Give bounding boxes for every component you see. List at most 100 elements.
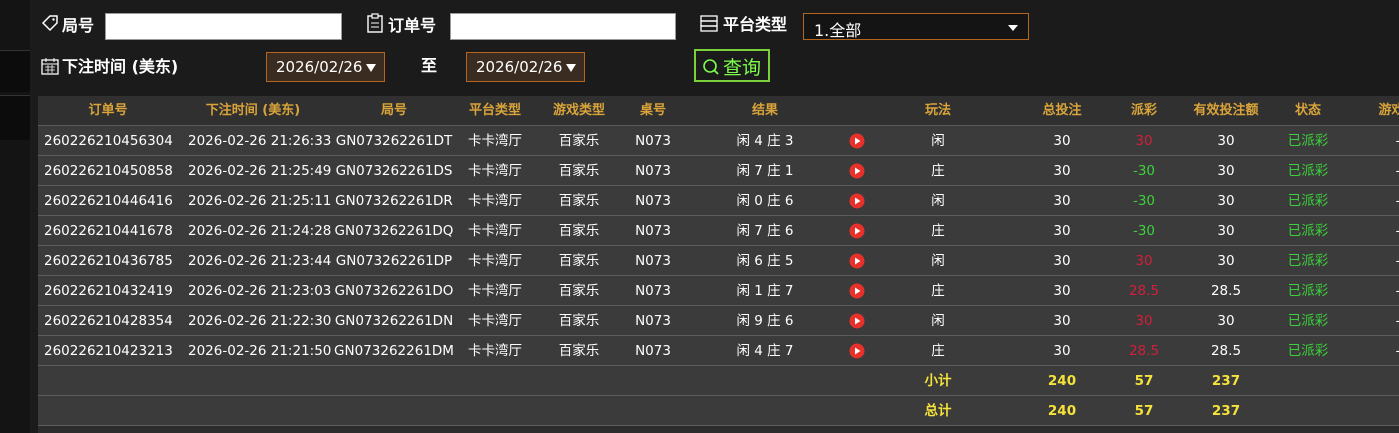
to-label: 至 — [421, 56, 438, 75]
table-cell: 卡卡湾厅 — [468, 343, 522, 359]
video-icon — [849, 336, 865, 366]
side-tab — [0, 95, 30, 140]
column-header: 总投注 — [1042, 103, 1082, 118]
summary-payout: 57 — [1134, 373, 1154, 389]
table-cell: 闲 6 庄 5 — [736, 253, 794, 269]
table-cell: 卡卡湾厅 — [468, 223, 522, 239]
table-cell: 百家乐 — [558, 223, 600, 239]
video-icon — [849, 276, 865, 306]
time-label: 下注时间 (美东) — [62, 57, 179, 76]
table-cell: 30 — [1217, 193, 1235, 209]
table-cell: GN073262261DS — [335, 163, 453, 179]
table-cell: 2026-02-26 21:21:50 — [188, 343, 332, 359]
table-cell: 闲 — [931, 133, 945, 149]
table-cell: 30 — [1135, 133, 1153, 149]
column-header: 派彩 — [1130, 103, 1157, 118]
table-cell: 已派彩 — [1287, 253, 1329, 269]
table-row — [38, 276, 1399, 306]
column-header: 游戏类型 — [552, 103, 605, 118]
table-cell: 2026-02-26 21:23:03 — [188, 283, 332, 299]
play-icon[interactable] — [849, 253, 865, 269]
table-row — [38, 336, 1399, 366]
table-cell: 30 — [1135, 313, 1153, 329]
table-cell: N073 — [635, 283, 671, 299]
play-icon[interactable] — [849, 193, 865, 209]
table-cell: 260226210428354 — [44, 313, 173, 329]
table-cell: N073 — [635, 223, 671, 239]
table-cell: 卡卡湾厅 — [468, 313, 522, 329]
play-icon[interactable] — [849, 163, 865, 179]
play-icon[interactable] — [849, 133, 865, 149]
table-cell: 260226210446416 — [44, 193, 173, 209]
table-cell: - — [1333, 156, 1399, 186]
column-header: 有效投注额 — [1193, 103, 1259, 118]
table-cell: GN073262261DR — [335, 193, 453, 209]
order-no-input[interactable] — [450, 13, 676, 40]
table-cell: 2026-02-26 21:26:33 — [188, 133, 332, 149]
table-cell: 已派彩 — [1287, 313, 1329, 329]
table-cell: - — [1333, 336, 1399, 366]
table-cell: 30 — [1053, 343, 1071, 359]
table-cell: 卡卡湾厅 — [468, 163, 522, 179]
table-row — [38, 216, 1399, 246]
table-cell: 百家乐 — [558, 343, 600, 359]
table-cell: 30 — [1053, 133, 1071, 149]
table-cell: 百家乐 — [558, 133, 600, 149]
table-cell: 庄 — [931, 343, 945, 359]
table-cell: - — [1333, 126, 1399, 156]
table-cell: - — [1333, 216, 1399, 246]
table-cell: 闲 9 庄 6 — [736, 313, 794, 329]
table-cell: 百家乐 — [558, 283, 600, 299]
table-row — [38, 246, 1399, 276]
table-cell: 闲 1 庄 7 — [736, 283, 794, 299]
table-cell: 30 — [1053, 163, 1071, 179]
round-no-label: 局号 — [62, 16, 95, 35]
table-cell: 卡卡湾厅 — [468, 283, 522, 299]
summary-row — [38, 396, 1399, 426]
table-cell: 260226210432419 — [44, 283, 173, 299]
column-header: 玩法 — [924, 103, 951, 118]
table-cell: 30 — [1217, 313, 1235, 329]
platform-value: 1.全部 — [814, 21, 862, 40]
table-cell: 28.5 — [1210, 283, 1242, 299]
date-from[interactable]: 2026/02/26 — [266, 52, 385, 82]
query-button[interactable]: 查询 — [694, 49, 770, 82]
doc-icon — [367, 13, 383, 33]
table-cell: 闲 0 庄 6 — [736, 193, 794, 209]
table-cell: N073 — [635, 313, 671, 329]
server-icon — [700, 15, 718, 32]
table-cell: 28.5 — [1128, 283, 1160, 299]
play-icon[interactable] — [849, 343, 865, 359]
table-cell: -30 — [1132, 223, 1156, 239]
table-cell: 30 — [1053, 283, 1071, 299]
platform-label: 平台类型 — [723, 15, 788, 34]
video-icon — [849, 126, 865, 156]
table-cell: 已派彩 — [1287, 133, 1329, 149]
table-cell: 30 — [1217, 253, 1235, 269]
table-row — [38, 306, 1399, 336]
table-cell: - — [1333, 276, 1399, 306]
table-cell: 260226210450858 — [44, 163, 173, 179]
platform-select[interactable]: 1.全部 — [803, 13, 1029, 40]
summary-label: 小计 — [924, 373, 952, 389]
date-to[interactable]: 2026/02/26 — [466, 52, 585, 82]
play-icon[interactable] — [849, 313, 865, 329]
dropdown-arrow — [1008, 25, 1018, 31]
table-cell: 闲 4 庄 7 — [736, 343, 794, 359]
table-cell: GN073262261DM — [334, 343, 454, 359]
play-icon[interactable] — [849, 223, 865, 239]
summary-row — [38, 366, 1399, 396]
video-icon — [849, 186, 865, 216]
table-cell: 百家乐 — [558, 313, 600, 329]
table-cell: 卡卡湾厅 — [468, 193, 522, 209]
play-icon[interactable] — [849, 283, 865, 299]
table-cell: 30 — [1053, 193, 1071, 209]
round-no-input[interactable] — [105, 13, 342, 40]
video-icon — [849, 306, 865, 336]
summary-total: 240 — [1047, 373, 1077, 389]
table-cell: 30 — [1053, 253, 1071, 269]
video-icon — [849, 246, 865, 276]
table-cell: 庄 — [931, 283, 945, 299]
table-cell: 2026-02-26 21:22:30 — [188, 313, 332, 329]
table-cell: 已派彩 — [1287, 163, 1329, 179]
